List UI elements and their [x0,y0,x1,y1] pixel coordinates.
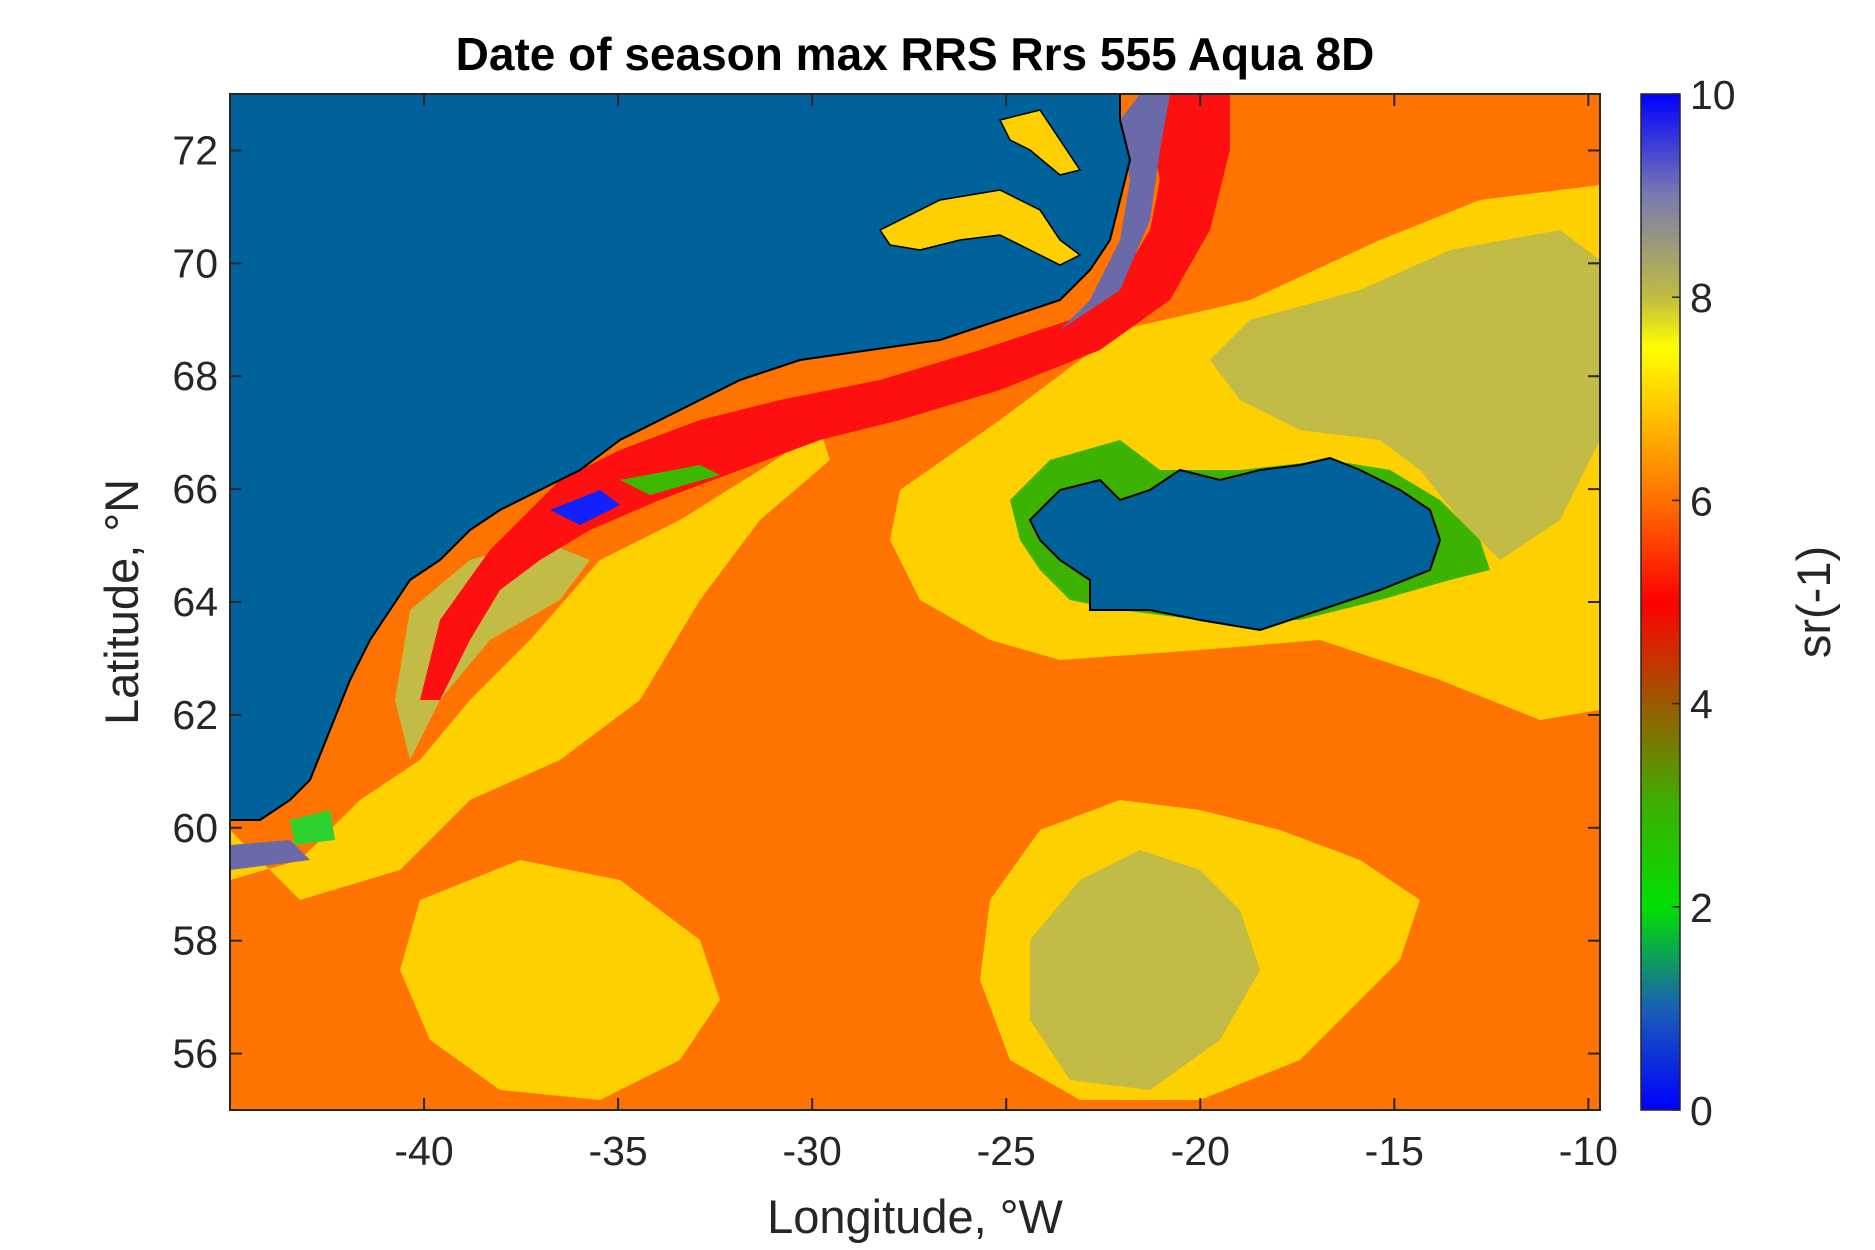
colorbar-tick-label: 8 [1690,275,1713,321]
x-tick-label: -35 [588,1128,647,1174]
x-tick-label: -25 [977,1128,1036,1174]
y-tick-label: 70 [172,240,218,286]
greenland-olive-coast [395,540,590,760]
greenland-tip-purple [230,840,310,870]
coastal-red-strip [420,94,1230,700]
colorbar-tick-label: 4 [1690,682,1713,728]
y-tick-label: 72 [172,127,218,173]
y-tick-label: 58 [172,918,218,964]
x-tick-label: -15 [1365,1128,1424,1174]
southwest-yellow-patch [400,860,720,1100]
x-tick-label: -30 [783,1128,842,1174]
y-axis-label: Latitude, °N [95,479,148,725]
y-tick-label: 64 [172,579,218,625]
x-axis-label: Longitude, °W [767,1190,1063,1243]
colorbar-label: sr(-1) [1787,546,1840,658]
coastal-blue-patch [550,490,620,525]
greenland-fjords [878,109,1082,266]
coastal-green-patch [620,465,720,495]
y-tick-label: 68 [172,353,218,399]
x-tick-label: -20 [1171,1128,1230,1174]
x-tick-label: -10 [1559,1128,1618,1174]
iceland-olive-patch [1210,230,1600,560]
colorbar-tick-label: 6 [1690,478,1713,524]
colorbar [1640,93,1681,1111]
greenland-land [230,94,1132,821]
y-tick-label: 66 [172,466,218,512]
y-tick-label: 56 [172,1031,218,1077]
x-tick-label: -40 [394,1128,453,1174]
colorbar-tick-label: 0 [1690,1088,1713,1134]
southern-olive-patch [1030,850,1260,1090]
y-axis-ticks: 56 58 60 62 64 66 68 70 72 [172,127,1600,1077]
colorbar-tick-label: 10 [1690,72,1736,118]
iceland-land [1028,456,1442,632]
map-area [230,94,1600,1110]
coastal-purple-strip [1060,94,1170,330]
chart-title: Date of season max RRS Rrs 555 Aqua 8D [456,28,1375,80]
x-axis-ticks: -40 -35 -30 -25 -20 -15 -10 [394,94,1618,1174]
y-tick-label: 60 [172,805,218,851]
colorbar-ticks: 0 2 4 6 8 10 [1672,72,1736,1134]
greenland-tip-green [290,810,335,845]
colorbar-tick-label: 2 [1690,885,1713,931]
y-tick-label: 62 [172,692,218,738]
coastal-yellow-band [230,430,830,900]
